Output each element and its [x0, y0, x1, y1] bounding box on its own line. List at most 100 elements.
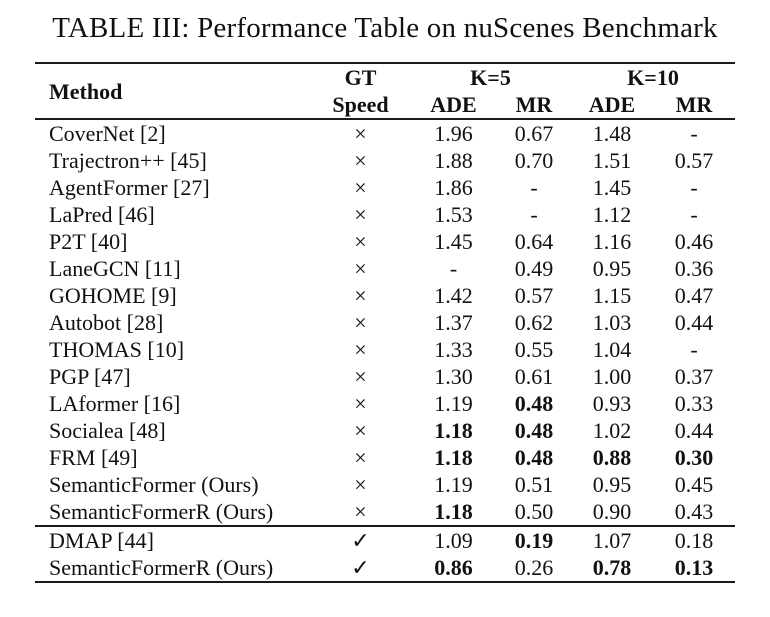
gt-speed-cell cross-x-icon: ×	[354, 283, 367, 308]
k10-ade-cell: 1.45	[592, 175, 632, 200]
k10-mr-cell: 0.43	[674, 499, 714, 524]
header-gt: GT	[344, 65, 377, 90]
gt-speed-cell checkmark-icon: ✓	[351, 528, 370, 553]
k10-ade-cell: 0.78	[592, 555, 632, 580]
header-k10-mr: MR	[675, 92, 713, 117]
method-cell: SemanticFormerR (Ours)	[49, 499, 274, 524]
gt-speed-cell cross-x-icon: ×	[354, 445, 367, 470]
table-row: Trajectron++ [45] × 1.88 0.70 1.51 0.57	[35, 147, 735, 174]
k10-ade-cell: 0.90	[592, 499, 632, 524]
k10-mr-cell: 0.46	[674, 229, 714, 254]
method-cell: SemanticFormerR (Ours)	[49, 555, 274, 580]
k10-ade-cell: 1.03	[592, 310, 632, 335]
table-row: LaneGCN [11] × - 0.49 0.95 0.36	[35, 255, 735, 282]
table-row: SemanticFormer (Ours) × 1.19 0.51 0.95 0…	[35, 471, 735, 498]
table-row: P2T [40] × 1.45 0.64 1.16 0.46	[35, 228, 735, 255]
k10-ade-cell: 1.00	[592, 364, 632, 389]
table-row: DMAP [44] ✓ 1.09 0.19 1.07 0.18	[35, 527, 735, 554]
k5-ade-cell: 1.19	[434, 391, 473, 416]
method-cell: Socialea [48]	[49, 418, 166, 443]
k10-ade-cell: 1.02	[592, 418, 632, 443]
k5-ade-cell: 1.88	[434, 148, 473, 173]
gt-speed-cell cross-x-icon: ×	[354, 229, 367, 254]
table-row: Socialea [48] × 1.18 0.48 1.02 0.44	[35, 417, 735, 444]
k5-ade-cell: 1.45	[434, 229, 473, 254]
k10-ade-cell: 1.15	[592, 283, 632, 308]
k10-mr-cell: -	[690, 202, 698, 227]
method-cell: FRM [49]	[49, 445, 138, 470]
gt-speed-cell cross-x-icon: ×	[354, 337, 367, 362]
k5-mr-cell: 0.50	[514, 499, 554, 524]
k5-mr-cell: -	[530, 202, 538, 227]
k5-mr-cell: 0.26	[514, 555, 554, 580]
k10-mr-cell: 0.45	[674, 472, 714, 497]
method-cell: CoverNet [2]	[49, 121, 166, 146]
header-k5-group: K=5	[470, 65, 511, 90]
table-row: CoverNet [2] × 1.96 0.67 1.48 -	[35, 120, 735, 147]
k5-ade-cell: 1.96	[434, 121, 473, 146]
header-k5-ade: ADE	[430, 92, 477, 117]
k10-ade-cell: 1.12	[592, 202, 632, 227]
header-gt-speed: Speed	[332, 92, 389, 117]
table-row: Autobot [28] × 1.37 0.62 1.03 0.44	[35, 309, 735, 336]
header-k10-ade: ADE	[588, 92, 636, 117]
table-row: AgentFormer [27] × 1.86 - 1.45 -	[35, 174, 735, 201]
k5-ade-cell: 1.18	[434, 499, 473, 524]
k5-mr-cell: 0.67	[514, 121, 554, 146]
k10-mr-cell: -	[690, 121, 698, 146]
k10-mr-cell: 0.13	[674, 555, 714, 580]
k10-ade-cell: 1.51	[592, 148, 632, 173]
k10-ade-cell: 0.88	[592, 445, 632, 470]
k10-ade-cell: 1.48	[592, 121, 632, 146]
header-k5-mr: MR	[515, 92, 553, 117]
k10-mr-cell: 0.44	[674, 418, 714, 443]
gt-speed-cell cross-x-icon: ×	[354, 121, 367, 146]
k5-mr-cell: 0.61	[514, 364, 554, 389]
k10-mr-cell: -	[690, 337, 698, 362]
gt-speed-cell cross-x-icon: ×	[354, 364, 367, 389]
table-row: LAformer [16] × 1.19 0.48 0.93 0.33	[35, 390, 735, 417]
method-cell: LaneGCN [11]	[49, 256, 181, 281]
gt-speed-cell cross-x-icon: ×	[354, 202, 367, 227]
gt-speed-cell cross-x-icon: ×	[354, 391, 367, 416]
method-cell: Trajectron++ [45]	[49, 148, 207, 173]
method-cell: SemanticFormer (Ours)	[49, 472, 259, 497]
performance-table: Method GT Speed K=5 K=10 ADE MR ADE MR C…	[35, 62, 735, 583]
k5-mr-cell: 0.70	[514, 148, 554, 173]
k10-mr-cell: 0.33	[674, 391, 714, 416]
k5-ade-cell: 0.86	[434, 555, 473, 580]
rows-without-gt-speed: CoverNet [2] × 1.96 0.67 1.48 - Trajectr…	[35, 120, 735, 525]
k5-ade-cell: 1.33	[434, 337, 473, 362]
k10-mr-cell: 0.37	[674, 364, 714, 389]
header-method: Method	[49, 78, 123, 104]
rows-with-gt-speed: DMAP [44] ✓ 1.09 0.19 1.07 0.18 Semantic…	[35, 525, 735, 583]
k10-ade-cell: 0.95	[592, 256, 632, 281]
header-k10-group: K=10	[627, 65, 679, 90]
k5-ade-cell: 1.86	[434, 175, 473, 200]
k10-ade-cell: 1.16	[592, 229, 632, 254]
table-row: GOHOME [9] × 1.42 0.57 1.15 0.47	[35, 282, 735, 309]
table-row: PGP [47] × 1.30 0.61 1.00 0.37	[35, 363, 735, 390]
k5-ade-cell: 1.19	[434, 472, 473, 497]
k5-ade-cell: 1.18	[434, 445, 473, 470]
k10-mr-cell: 0.36	[674, 256, 714, 281]
gt-speed-cell cross-x-icon: ×	[354, 472, 367, 497]
k10-ade-cell: 1.04	[592, 337, 632, 362]
table-header: Method GT Speed K=5 K=10 ADE MR ADE MR	[35, 62, 735, 120]
k5-ade-cell: 1.18	[434, 418, 473, 443]
method-cell: P2T [40]	[49, 229, 128, 254]
k10-ade-cell: 0.93	[592, 391, 632, 416]
k5-mr-cell: 0.49	[514, 256, 554, 281]
paper-page: TABLE III: Performance Table on nuScenes…	[0, 11, 770, 583]
k10-ade-cell: 0.95	[592, 472, 632, 497]
k10-ade-cell: 1.07	[592, 528, 632, 553]
k5-ade-cell: 1.09	[434, 528, 473, 553]
method-cell: PGP [47]	[49, 364, 131, 389]
gt-speed-cell checkmark-icon: ✓	[351, 555, 370, 580]
k5-mr-cell: 0.51	[514, 472, 554, 497]
table-row: SemanticFormerR (Ours) ✓ 0.86 0.26 0.78 …	[35, 554, 735, 581]
k10-mr-cell: 0.44	[674, 310, 714, 335]
k5-mr-cell: 0.48	[514, 391, 554, 416]
gt-speed-cell cross-x-icon: ×	[354, 148, 367, 173]
k5-mr-cell: 0.57	[514, 283, 554, 308]
